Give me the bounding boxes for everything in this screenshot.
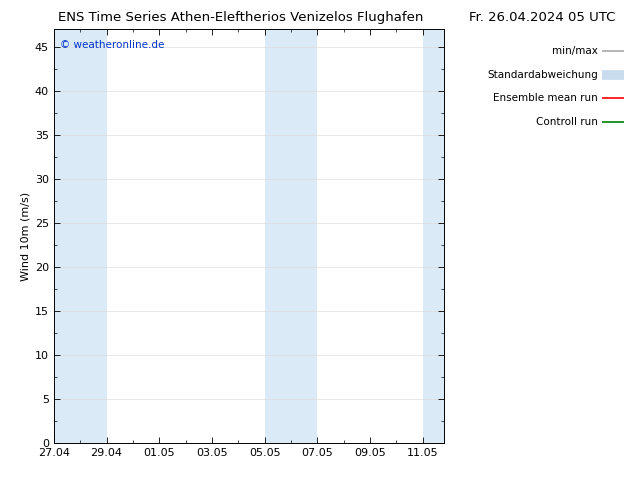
- Y-axis label: Wind 10m (m/s): Wind 10m (m/s): [21, 192, 30, 281]
- Text: Ensemble mean run: Ensemble mean run: [493, 94, 598, 103]
- Bar: [423, 29, 444, 443]
- Text: min/max: min/max: [552, 47, 598, 56]
- Text: Standardabweichung: Standardabweichung: [487, 70, 598, 80]
- Text: © weatheronline.de: © weatheronline.de: [60, 40, 164, 50]
- Bar: [264, 29, 318, 443]
- Text: ENS Time Series Athen-Eleftherios Venizelos Flughafen: ENS Time Series Athen-Eleftherios Venize…: [58, 11, 424, 24]
- Text: Fr. 26.04.2024 05 UTC: Fr. 26.04.2024 05 UTC: [469, 11, 615, 24]
- Text: Controll run: Controll run: [536, 117, 598, 127]
- Bar: [54, 29, 107, 443]
